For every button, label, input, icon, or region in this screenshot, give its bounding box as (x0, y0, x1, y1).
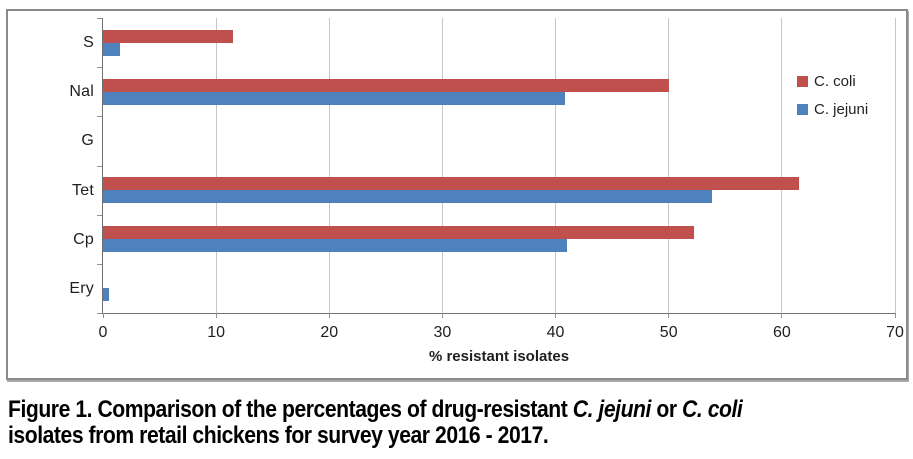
gridline-20 (328, 18, 330, 313)
y-axis-tick (97, 116, 102, 118)
x-tick-70 (894, 313, 896, 318)
x-tick-10 (215, 313, 217, 318)
plot-area: % resistant isolates C. coli C. jejuni 0 1… (99, 18, 904, 365)
x-axis-title: % resistant isolates (428, 348, 570, 365)
bar-c--coli-tet (103, 177, 799, 191)
x-tick-label-20: 20 (320, 324, 339, 341)
y-axis-tick (97, 18, 102, 19)
x-tick-0 (102, 313, 104, 318)
legend-marker-icon (797, 76, 808, 87)
y-axis-tick (97, 313, 102, 314)
legend-label: C. coli (814, 73, 856, 90)
gridline-60 (781, 18, 783, 313)
x-tick-30 (441, 313, 443, 318)
gridline-40 (555, 18, 557, 313)
gridline-30 (441, 18, 443, 313)
x-tick-label-0: 0 (98, 324, 108, 341)
x-tick-60 (781, 313, 783, 318)
caption-text: or (650, 396, 683, 423)
x-tick-50 (668, 313, 670, 318)
gridline-50 (668, 18, 670, 313)
caption-line-2: isolates from retail chickens for survey… (8, 423, 804, 449)
caption-line-1: Figure 1. Comparison of the percentages … (8, 397, 804, 423)
category-label-s: S (83, 34, 94, 51)
legend-label: C. jejuni (814, 101, 869, 118)
figure-caption: Figure 1. Comparison of the percentages … (8, 397, 804, 449)
bar-c--jejuni-nal (103, 91, 565, 105)
y-axis-tick (97, 165, 102, 167)
bar-c--jejuni-cp (103, 239, 567, 253)
x-tick-label-30: 30 (433, 324, 452, 341)
bar-c--coli-s (103, 29, 234, 43)
bar-c--coli-nal (103, 78, 669, 92)
gridline-10 (215, 18, 217, 313)
y-axis-tick (97, 263, 102, 265)
x-tick-label-60: 60 (772, 324, 791, 341)
category-label-ery: Ery (69, 279, 94, 297)
y-axis-tick (97, 214, 102, 216)
caption-text: isolates from retail chickens for survey… (8, 422, 549, 449)
legend-entry-c--coli: C. coli (797, 73, 868, 90)
chart-frame: % resistant isolates C. coli C. jejuni 0 1… (6, 9, 908, 380)
bar-c--jejuni-ery (103, 288, 109, 302)
legend: C. coli C. jejuni (797, 73, 868, 129)
category-label-nal: Nal (69, 83, 94, 101)
y-axis-tick (97, 67, 102, 69)
x-tick-20 (328, 313, 330, 318)
category-label-tet: Tet (72, 181, 94, 199)
x-tick-label-40: 40 (546, 324, 565, 341)
bar-c--jejuni-tet (103, 190, 712, 204)
x-tick-label-70: 70 (886, 324, 904, 341)
caption-text: Figure 1. Comparison of the percentages … (8, 396, 573, 423)
bar-c--coli-cp (103, 226, 694, 240)
category-label-g: G (81, 132, 94, 150)
caption-species-italic: C. coli (682, 396, 743, 423)
x-tick-label-10: 10 (207, 324, 226, 341)
caption-species-italic: C. jejuni (572, 396, 652, 423)
bar-c--jejuni-s (103, 42, 120, 56)
gridline-70 (894, 18, 896, 313)
legend-entry-c--jejuni: C. jejuni (797, 101, 868, 118)
legend-marker-icon (797, 104, 808, 115)
x-tick-40 (555, 313, 557, 318)
category-label-cp: Cp (73, 230, 94, 248)
x-tick-label-50: 50 (659, 324, 678, 341)
